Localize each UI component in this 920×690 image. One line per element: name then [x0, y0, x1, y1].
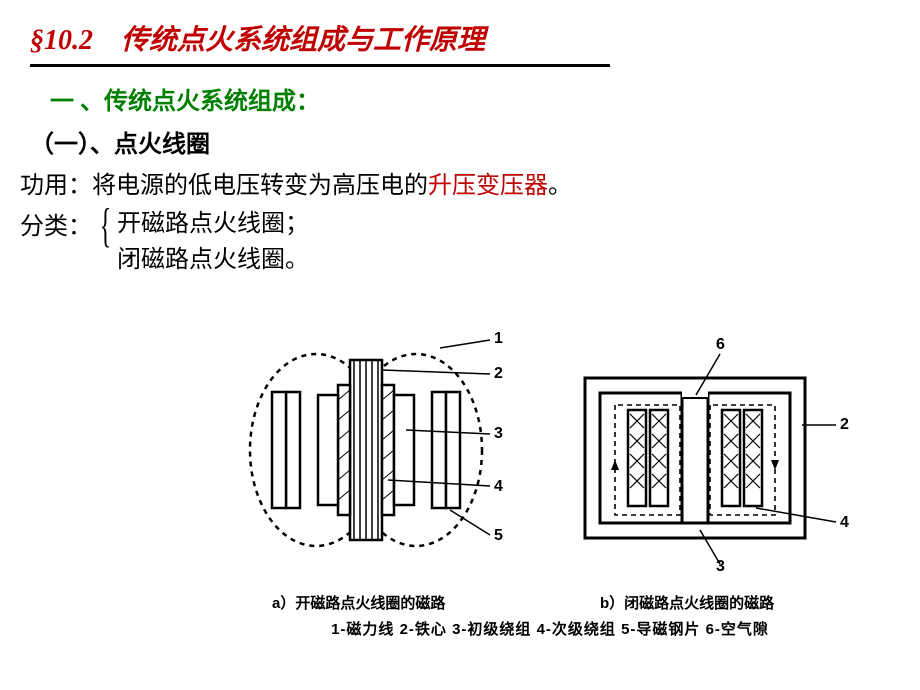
function-pre: 将电源的低电压转变为高压电的	[92, 173, 428, 199]
classify-item-1: 开磁路点火线圈；	[117, 206, 309, 242]
diagram-area: 1 2 3 4 5	[200, 330, 900, 670]
title-text: 传统点火系统组成与工作原理	[121, 25, 485, 56]
label-b-6: 6	[716, 336, 725, 354]
function-line: 功用：将电源的低电压转变为高压电的升压变压器。	[0, 165, 920, 206]
label-a-4: 4	[494, 478, 503, 496]
caption-a: a）开磁路点火线圈的磁路	[272, 592, 445, 613]
function-label: 功用：	[20, 173, 92, 199]
label-a-1: 1	[494, 330, 503, 348]
section-number: §10.2	[30, 25, 93, 56]
label-b-4: 4	[840, 514, 849, 532]
function-red: 升压变压器	[428, 173, 548, 199]
legend: 1-磁力线 2-铁心 3-初级绕组 4-次级绕组 5-导磁钢片 6-空气隙	[210, 618, 890, 639]
label-b-3: 3	[716, 558, 725, 576]
page-title: §10.2 传统点火系统组成与工作原理	[0, 0, 920, 64]
heading-1: 一 、传统点火系统组成：	[0, 81, 920, 124]
subheading: （一）、点火线圈	[0, 124, 920, 165]
caption-b: b）闭磁路点火线圈的磁路	[600, 592, 774, 613]
brace-icon: {	[100, 202, 112, 250]
classify-label: 分类：	[20, 206, 92, 241]
classify-items: 开磁路点火线圈； 闭磁路点火线圈。	[117, 206, 309, 278]
title-underline	[30, 64, 610, 67]
label-a-2: 2	[494, 365, 503, 383]
function-post: 。	[548, 173, 572, 199]
label-a-5: 5	[494, 527, 503, 545]
diagram-a: 1 2 3 4 5	[230, 330, 520, 580]
label-b-2: 2	[840, 416, 849, 434]
diagram-b: 6 2 4 3	[570, 350, 870, 580]
label-a-3: 3	[494, 425, 503, 443]
classify-item-2: 闭磁路点火线圈。	[117, 242, 309, 278]
classify-block: 分类： { 开磁路点火线圈； 闭磁路点火线圈。	[0, 206, 920, 278]
